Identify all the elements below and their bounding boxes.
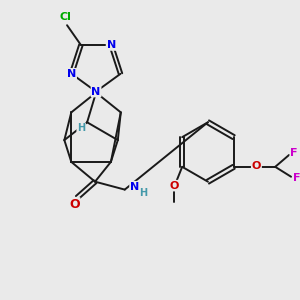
Text: O: O: [252, 161, 261, 171]
Text: H: H: [77, 123, 85, 133]
Text: F: F: [293, 173, 300, 183]
Text: F: F: [290, 148, 298, 158]
Text: N: N: [130, 182, 139, 192]
Text: N: N: [67, 69, 76, 79]
Text: H: H: [140, 188, 148, 198]
Text: O: O: [69, 198, 80, 211]
Text: O: O: [169, 181, 179, 190]
Text: N: N: [92, 87, 101, 97]
Text: N: N: [106, 40, 116, 50]
Text: Cl: Cl: [59, 12, 71, 22]
